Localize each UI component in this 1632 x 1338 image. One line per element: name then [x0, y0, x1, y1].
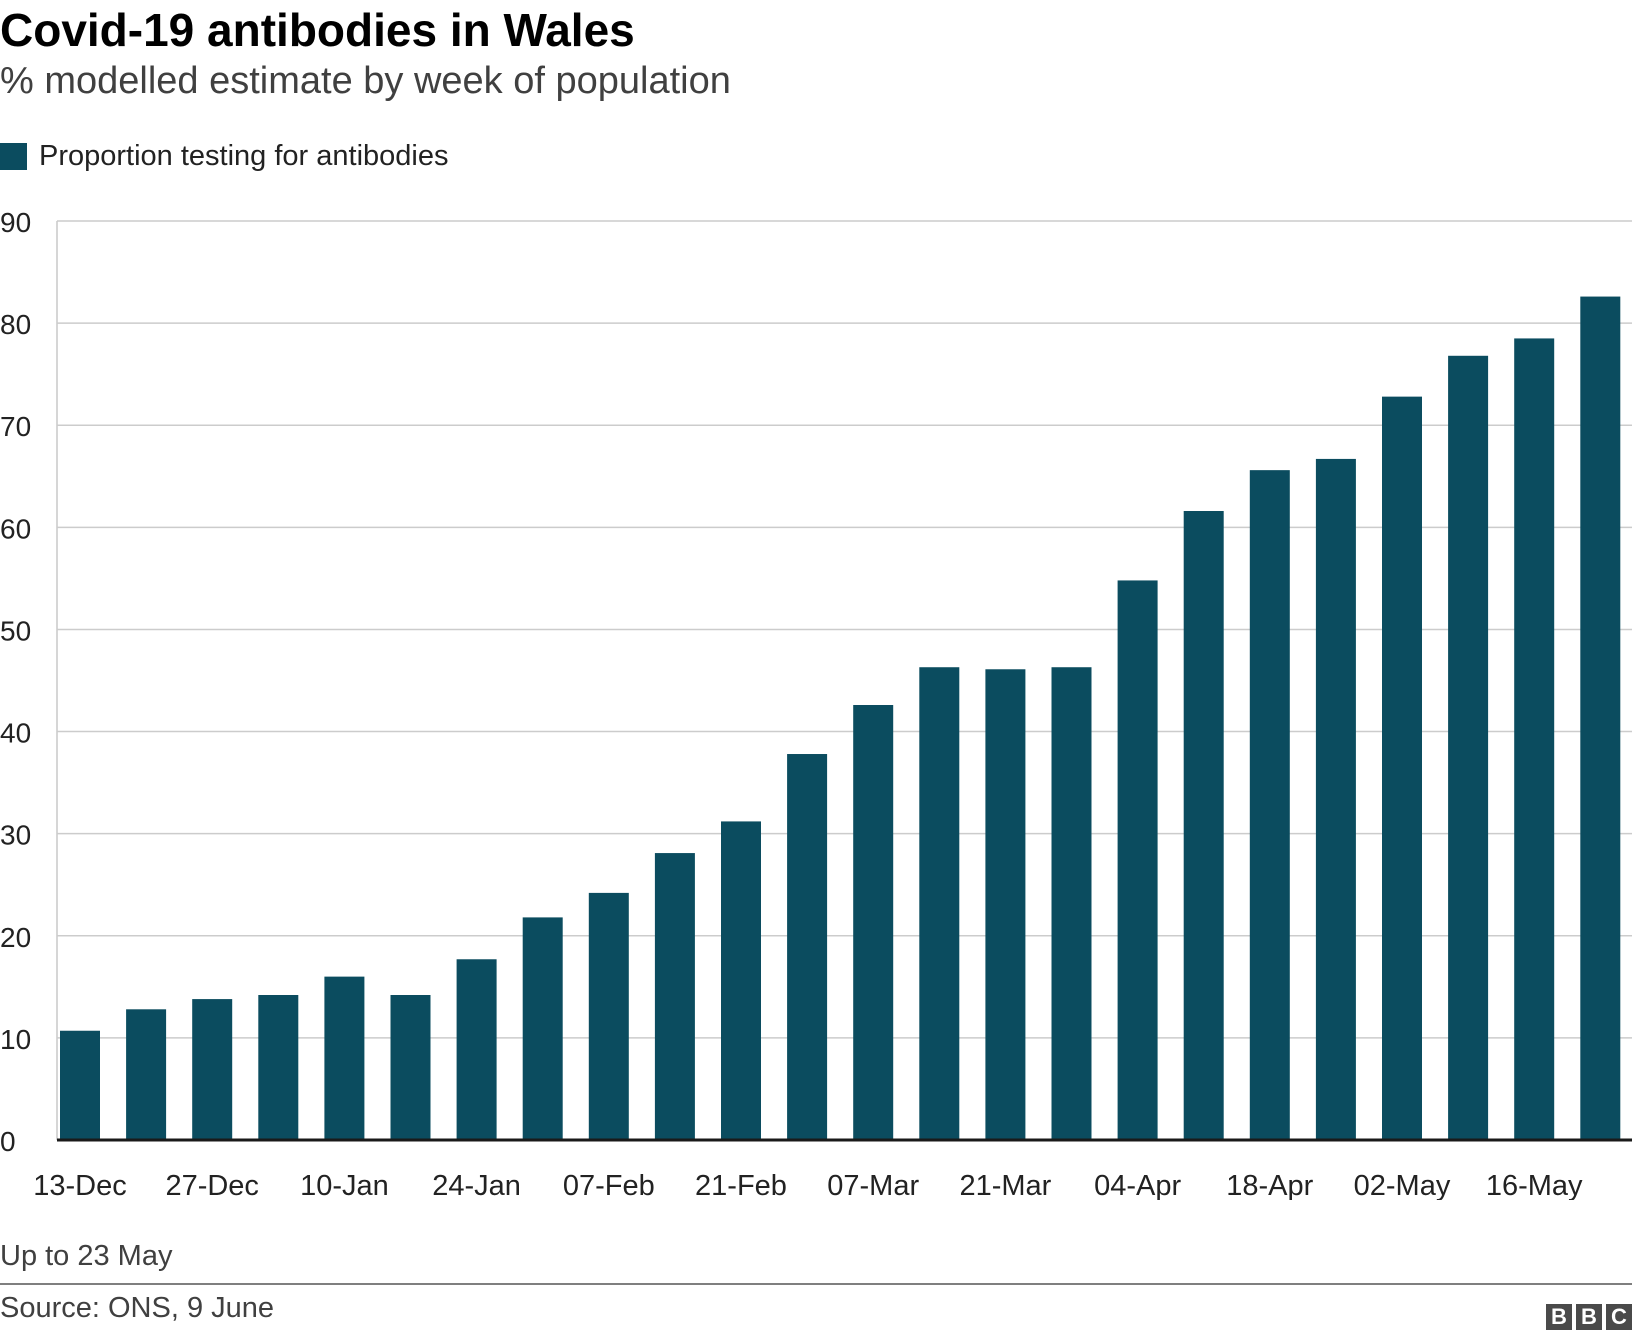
x-tick-label: 27-Dec: [165, 1170, 259, 1200]
footer-divider: [0, 1283, 1632, 1285]
bar: [456, 959, 497, 1140]
bar: [1051, 667, 1092, 1140]
y-tick-label: 10: [0, 1024, 31, 1055]
bar: [1580, 296, 1621, 1140]
chart-subtitle: % modelled estimate by week of populatio…: [0, 60, 731, 102]
bar: [1448, 355, 1489, 1140]
bar: [60, 1030, 100, 1140]
y-tick-label: 70: [0, 411, 31, 442]
y-tick-label: 30: [0, 820, 31, 851]
logo-letter: B: [1546, 1304, 1572, 1330]
bar: [721, 821, 761, 1140]
x-tick-label: 07-Mar: [827, 1170, 919, 1200]
legend-label: Proportion testing for antibodies: [39, 139, 449, 172]
x-tick-label: 07-Feb: [563, 1170, 655, 1200]
x-tick-label: 04-Apr: [1094, 1170, 1181, 1200]
bar: [1117, 580, 1158, 1140]
x-tick-label: 21-Mar: [959, 1170, 1051, 1200]
bar: [390, 995, 431, 1140]
x-tick-label: 10-Jan: [300, 1170, 389, 1200]
bar: [787, 754, 828, 1140]
x-tick-label: 21-Feb: [695, 1170, 787, 1200]
bar: [985, 669, 1026, 1140]
bar: [853, 705, 894, 1140]
bar: [1183, 510, 1224, 1140]
bar: [1315, 458, 1356, 1140]
x-tick-label: 18-Apr: [1226, 1170, 1313, 1200]
bar: [1382, 396, 1422, 1140]
chart-note: Up to 23 May: [0, 1240, 173, 1272]
y-tick-label: 60: [0, 513, 31, 544]
y-tick-label: 0: [0, 1126, 16, 1157]
y-tick-label: 90: [0, 207, 31, 238]
source-text: Source: ONS, 9 June: [0, 1292, 275, 1324]
bar: [258, 995, 299, 1140]
bbc-logo: B B C: [1546, 1304, 1632, 1330]
chart-title: Covid-19 antibodies in Wales: [0, 4, 635, 56]
x-tick-label: 02-May: [1354, 1170, 1451, 1200]
bar: [588, 892, 629, 1140]
bar: [522, 917, 563, 1140]
logo-letter: C: [1606, 1304, 1632, 1330]
bar: [654, 853, 695, 1140]
logo-letter: B: [1576, 1304, 1602, 1330]
bar: [126, 1009, 167, 1140]
x-tick-label: 24-Jan: [432, 1170, 521, 1200]
bar: [919, 667, 960, 1140]
y-tick-label: 80: [0, 309, 31, 340]
x-tick-label: 13-Dec: [33, 1170, 127, 1200]
legend-swatch: [0, 142, 27, 170]
bar: [1249, 470, 1290, 1140]
x-tick-label: 16-May: [1486, 1170, 1583, 1200]
bar: [1514, 338, 1555, 1140]
y-tick-label: 50: [0, 615, 31, 646]
bar-chart: 0 10 20 30 40 50 60 70 80 90 13-Dec 27-Dec 10-Jan 24-…: [0, 207, 1632, 1200]
legend: Proportion testing for antibodies: [0, 136, 448, 176]
y-tick-label: 40: [0, 718, 31, 749]
bar: [324, 976, 365, 1140]
bar: [192, 999, 233, 1140]
y-tick-label: 20: [0, 922, 31, 953]
